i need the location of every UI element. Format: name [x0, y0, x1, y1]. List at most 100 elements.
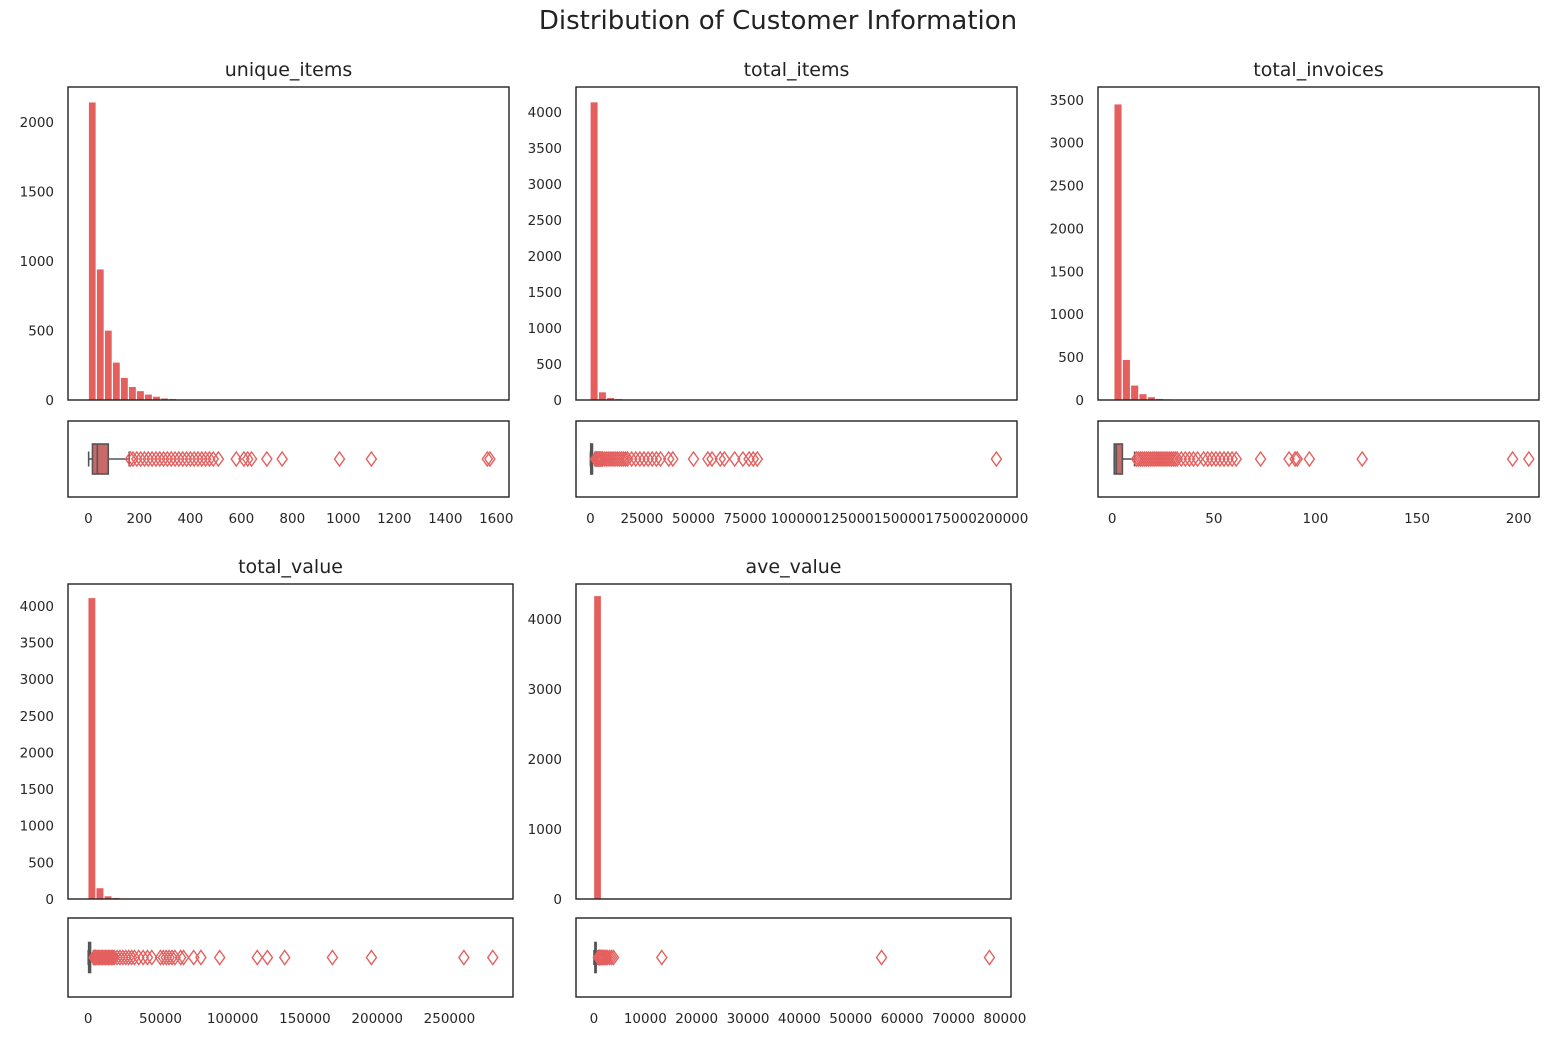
- y-tick-label: 3500: [1050, 93, 1084, 109]
- outlier-marker: [137, 949, 149, 966]
- y-tick-label: 500: [28, 323, 54, 339]
- outlier-marker: [617, 450, 630, 468]
- outlier-marker: [203, 450, 216, 468]
- outlier-marker: [634, 450, 646, 468]
- outlier-marker: [276, 450, 288, 468]
- boxplot-frame: [67, 420, 510, 498]
- outlier-marker: [161, 450, 174, 468]
- outlier-marker: [105, 949, 118, 966]
- histogram-frame: [67, 86, 510, 401]
- outlier-marker: [1222, 450, 1234, 468]
- outlier-marker: [195, 450, 208, 468]
- x-tick-label: 1600: [479, 511, 513, 527]
- outlier-marker: [484, 450, 496, 468]
- outlier-marker: [714, 450, 727, 468]
- x-tick-label: 10000: [624, 1011, 667, 1027]
- subplot-total_invoices: total_invoices05001000150020002500300035…: [1050, 59, 1540, 527]
- outlier-marker: [365, 450, 378, 468]
- histogram-bar: [120, 377, 129, 401]
- histogram-bar: [598, 391, 607, 401]
- outlier-marker: [638, 450, 650, 468]
- figure-title: Distribution of Customer Information: [538, 6, 1018, 36]
- outlier-marker: [251, 949, 264, 966]
- box-iqr: [91, 443, 110, 475]
- outlier-marker: [169, 949, 181, 966]
- subplot-title: total_invoices: [1253, 59, 1383, 81]
- outlier-marker: [1183, 450, 1196, 468]
- outlier-marker: [1179, 450, 1192, 468]
- outlier-marker: [1218, 450, 1230, 468]
- outlier-marker: [621, 450, 634, 468]
- outlier-marker: [141, 949, 154, 966]
- x-tick-label: 150000: [279, 1011, 331, 1027]
- outlier-marker: [145, 949, 158, 966]
- outlier-marker: [278, 949, 291, 966]
- outlier-marker: [646, 450, 659, 468]
- outlier-marker: [173, 450, 185, 468]
- y-tick-label: 1000: [528, 321, 562, 337]
- histogram-bar: [88, 597, 96, 900]
- histogram-bar: [1130, 385, 1139, 401]
- y-tick-label: 2000: [20, 745, 54, 761]
- outlier-marker: [134, 450, 147, 468]
- subplot-title: total_items: [744, 59, 850, 81]
- x-tick-label: 0: [84, 1011, 93, 1027]
- x-tick-label: 25000: [620, 511, 663, 527]
- histogram-bar: [112, 362, 121, 401]
- outlier-marker: [195, 949, 207, 966]
- outlier-marker: [706, 450, 718, 468]
- x-tick-label: 1200: [377, 511, 411, 527]
- outlier-marker: [180, 450, 193, 468]
- outlier-marker: [458, 949, 470, 966]
- x-tick-label: 200: [1506, 511, 1532, 527]
- outlier-marker: [108, 949, 121, 966]
- outlier-marker: [132, 949, 145, 966]
- histogram-frame: [1097, 86, 1540, 401]
- outlier-marker: [481, 450, 494, 468]
- outlier-marker: [119, 949, 132, 966]
- outlier-marker: [130, 450, 143, 468]
- outlier-marker: [192, 450, 204, 468]
- outlier-marker: [326, 949, 339, 966]
- outlier-marker: [261, 949, 274, 966]
- outlier-marker: [642, 450, 654, 468]
- histogram-bar: [104, 330, 113, 401]
- y-tick-label: 0: [553, 892, 562, 908]
- y-tick-label: 0: [45, 393, 54, 409]
- x-tick-label: 100000: [207, 1011, 259, 1027]
- boxplot-frame: [1097, 420, 1540, 498]
- outlier-marker: [1230, 450, 1243, 468]
- outlier-marker: [146, 450, 158, 468]
- outlier-marker: [260, 450, 273, 468]
- x-tick-label: 600: [228, 511, 254, 527]
- outlier-marker: [127, 450, 139, 468]
- y-tick-label: 3000: [1050, 136, 1084, 152]
- outlier-marker: [1303, 450, 1316, 468]
- boxplot-frame: [575, 917, 1012, 998]
- histogram-bar: [88, 102, 97, 401]
- outlier-marker: [1210, 450, 1222, 468]
- x-tick-label: 1400: [428, 511, 462, 527]
- outlier-marker: [1205, 450, 1218, 468]
- histogram-bar: [1139, 393, 1147, 401]
- y-tick-label: 1000: [528, 822, 562, 838]
- y-tick-label: 3000: [20, 672, 54, 688]
- x-tick-label: 800: [279, 511, 305, 527]
- x-tick-label: 60000: [881, 1011, 924, 1027]
- outlier-marker: [747, 450, 760, 468]
- outlier-marker: [599, 949, 612, 966]
- subplot-title: total_value: [238, 556, 343, 578]
- histogram-bar: [96, 887, 104, 900]
- histogram-bar: [136, 390, 145, 401]
- outlier-marker: [1167, 450, 1180, 468]
- x-tick-label: 50: [1205, 511, 1222, 527]
- histogram-bar: [144, 394, 153, 401]
- outlier-marker: [702, 450, 714, 468]
- x-tick-label: 50000: [672, 511, 715, 527]
- outlier-marker: [486, 949, 499, 966]
- outlier-marker: [238, 450, 250, 468]
- outlier-marker: [1506, 450, 1519, 468]
- outlier-marker: [154, 949, 167, 966]
